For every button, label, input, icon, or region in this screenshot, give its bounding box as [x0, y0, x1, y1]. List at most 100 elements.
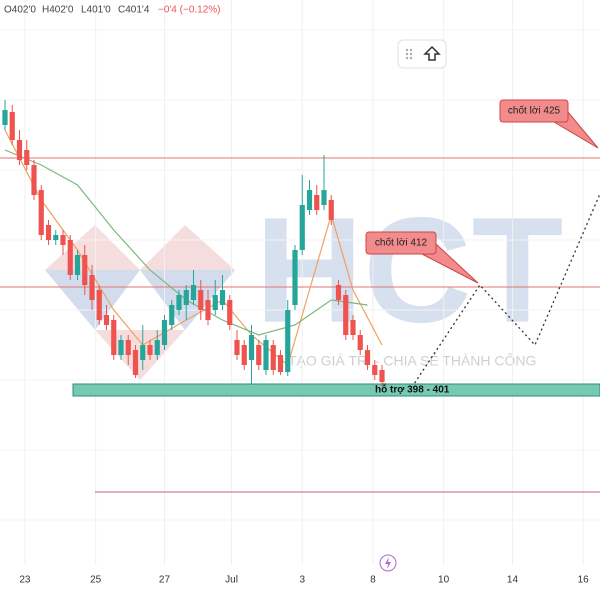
x-tick-label: Jul — [225, 575, 238, 586]
candle-body — [16, 140, 23, 160]
candle-body — [154, 340, 160, 355]
high: H402'0 — [42, 5, 74, 16]
candle-body — [335, 285, 342, 300]
toolbar-box — [397, 39, 447, 69]
candle — [125, 335, 131, 365]
drag-handle[interactable] — [405, 48, 413, 60]
candle-body — [190, 285, 197, 300]
candle — [343, 290, 349, 340]
x-tick-label: 25 — [90, 575, 102, 586]
candle — [24, 140, 30, 170]
candle-body — [292, 250, 298, 305]
candle-body — [147, 345, 153, 355]
candle-body — [321, 190, 327, 205]
candle-body — [140, 345, 146, 360]
toolbar — [397, 39, 447, 69]
candle — [364, 345, 371, 370]
candle — [2, 100, 8, 130]
change: −0'4 (−0.12%) — [158, 5, 221, 16]
candle — [372, 360, 378, 380]
logo-shape — [140, 225, 235, 270]
x-tick-label: 10 — [438, 575, 450, 586]
support-zone — [72, 383, 600, 397]
close: C401'4 — [118, 5, 150, 16]
candle — [277, 350, 284, 375]
candle-body — [379, 370, 385, 382]
candle — [219, 275, 226, 310]
candle-body — [31, 165, 37, 195]
candle — [9, 105, 15, 145]
candle-body — [45, 225, 52, 240]
candle-body — [9, 112, 15, 140]
candle-body — [212, 295, 218, 310]
candle — [118, 335, 124, 360]
candle — [140, 325, 146, 370]
candle — [67, 235, 73, 280]
candle-body — [169, 305, 175, 325]
candle — [190, 270, 197, 305]
candle — [132, 345, 139, 378]
candle-body — [205, 300, 211, 320]
candle-body — [67, 240, 73, 275]
candle — [176, 290, 182, 315]
candle-body — [38, 190, 44, 235]
candle — [82, 245, 88, 295]
x-tick-label: 14 — [507, 575, 519, 586]
candle — [183, 285, 189, 320]
candle — [314, 185, 320, 215]
candle — [169, 300, 175, 330]
candle-body — [96, 290, 102, 320]
candle-body — [227, 300, 233, 325]
candle — [335, 280, 342, 305]
candle — [299, 175, 305, 255]
candle-body — [24, 150, 30, 165]
candle-body — [364, 350, 371, 365]
watermark-logo: HCT — [255, 186, 563, 354]
candle — [248, 325, 255, 385]
watermark-slogan: TẠO GIÁ TRỊ - CHIA SẺ THÀNH CÔNG — [288, 353, 536, 369]
candle — [154, 330, 160, 360]
candle-body — [314, 195, 320, 210]
candle — [241, 340, 247, 370]
candle-body — [161, 320, 168, 345]
candle — [111, 315, 117, 360]
candle — [212, 280, 218, 315]
candle-body — [270, 345, 276, 370]
candle-body — [372, 365, 378, 375]
candle-body — [343, 295, 349, 335]
candle-body — [357, 335, 363, 350]
candle-body — [306, 190, 313, 210]
support-label: hỗ trợ 398 - 401 — [375, 383, 450, 396]
candle-body — [103, 315, 110, 325]
candle-body — [256, 345, 262, 365]
candle-body — [299, 205, 305, 250]
candle — [60, 230, 66, 255]
candle-body — [263, 340, 269, 370]
candle — [270, 340, 276, 375]
candle-body — [328, 200, 334, 220]
candle-body — [74, 255, 81, 275]
candle — [350, 315, 356, 340]
logo-shape — [45, 225, 140, 270]
candle — [256, 340, 262, 370]
candle — [205, 290, 211, 325]
candle-body — [111, 320, 117, 355]
candle — [16, 130, 23, 165]
candle — [96, 285, 102, 325]
lightning-button[interactable] — [379, 554, 397, 572]
callout-label: chốt lời 425 — [508, 105, 561, 117]
candle — [53, 230, 59, 245]
x-tick-label: 8 — [370, 575, 376, 586]
candle-body — [248, 335, 255, 360]
scroll-up-button[interactable] — [423, 45, 441, 61]
open: O402'0 — [4, 5, 36, 16]
candle — [31, 160, 37, 200]
candle-body — [219, 290, 226, 305]
candle — [38, 185, 44, 240]
candle-body — [2, 110, 8, 125]
x-tick-label: 27 — [159, 575, 171, 586]
candle — [321, 155, 327, 210]
candle-body — [89, 275, 95, 300]
candle-body — [53, 235, 59, 240]
